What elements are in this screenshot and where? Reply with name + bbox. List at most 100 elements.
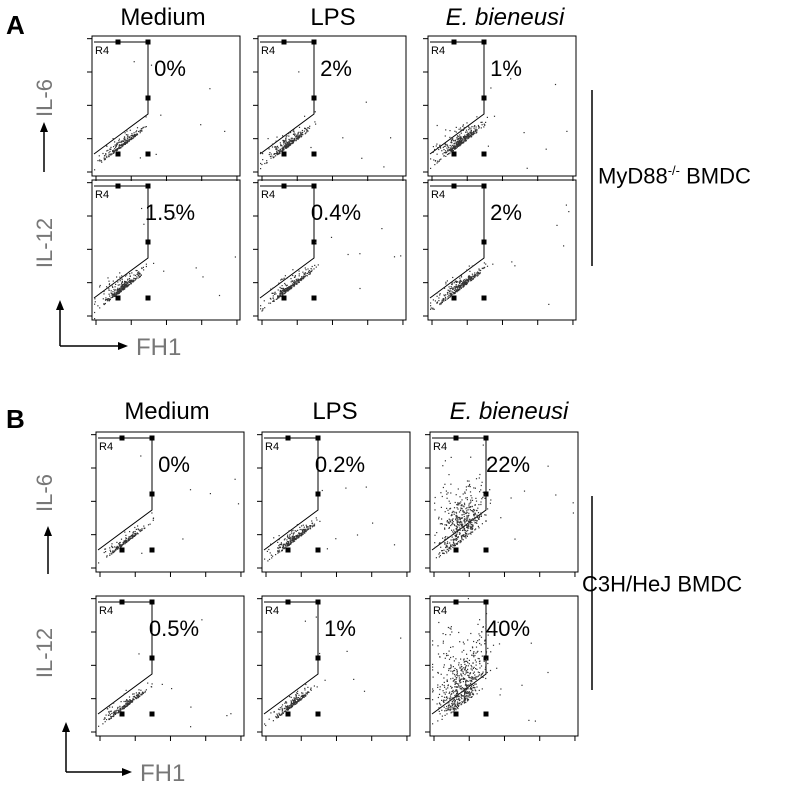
event-dot — [451, 703, 453, 705]
event-dot — [126, 703, 128, 705]
event-dot — [472, 510, 474, 512]
event-dot — [133, 693, 135, 695]
event-dot — [461, 701, 464, 703]
event-dot — [269, 297, 271, 299]
event-dot — [261, 310, 263, 312]
event-dot — [465, 281, 467, 283]
event-dot — [282, 545, 284, 547]
event-dot — [463, 649, 465, 651]
event-dot — [290, 143, 293, 145]
event-dot — [465, 533, 467, 535]
event-dot — [436, 153, 438, 155]
event-dot — [445, 710, 447, 712]
event-dot — [131, 279, 133, 281]
event-dot — [182, 538, 184, 540]
event-dot — [282, 546, 284, 548]
event-dot — [112, 138, 114, 140]
event-dot — [441, 301, 443, 303]
event-dot — [470, 136, 472, 138]
event-dot — [122, 289, 124, 291]
event-dot — [457, 540, 459, 543]
event-dot — [139, 695, 141, 697]
event-dot — [102, 152, 104, 155]
event-dot — [461, 499, 463, 501]
event-dot — [149, 523, 151, 525]
event-dot — [302, 271, 304, 273]
event-dot — [290, 287, 292, 289]
event-dot — [449, 147, 451, 149]
event-dot — [450, 646, 452, 648]
event-dot — [471, 279, 473, 282]
event-dot — [293, 285, 295, 288]
event-dot — [306, 692, 308, 694]
event-dot — [273, 292, 275, 294]
event-dot — [477, 650, 479, 652]
event-dot — [464, 684, 466, 686]
event-dot — [125, 286, 127, 288]
event-dot — [271, 292, 274, 294]
event-dot — [457, 704, 459, 707]
gate-handle — [285, 435, 291, 441]
percentage-label: 0.2% — [315, 452, 365, 477]
event-dot — [277, 289, 279, 291]
event-dot — [121, 707, 123, 709]
event-dot — [453, 513, 455, 515]
event-dot — [279, 151, 281, 153]
event-dot — [293, 141, 295, 143]
event-dot — [465, 695, 467, 697]
event-dot — [124, 136, 126, 138]
event-dot — [470, 687, 472, 689]
event-dot — [450, 664, 452, 666]
event-dot — [112, 551, 114, 553]
event-dot — [461, 517, 464, 519]
event-dot — [280, 542, 282, 544]
event-dot — [457, 488, 459, 490]
event-dot — [468, 129, 470, 131]
event-dot — [471, 696, 473, 698]
event-dot — [450, 520, 452, 522]
event-dot — [473, 520, 475, 522]
event-dot — [139, 132, 141, 134]
event-dot — [478, 661, 481, 663]
event-dot — [111, 153, 113, 155]
event-dot — [480, 121, 482, 123]
event-dot — [128, 700, 130, 702]
event-dot — [470, 499, 472, 501]
event-dot — [450, 706, 452, 708]
event-dot — [306, 527, 308, 529]
event-dot — [284, 275, 286, 277]
event-dot — [113, 149, 115, 151]
event-dot — [464, 699, 466, 701]
event-dot — [457, 683, 459, 685]
gate-handle — [145, 239, 151, 245]
event-dot — [458, 533, 461, 535]
event-dot — [234, 478, 236, 480]
event-dot — [455, 511, 457, 513]
event-dot — [468, 676, 470, 678]
event-dot — [464, 678, 466, 680]
event-dot — [479, 473, 481, 476]
event-dot — [456, 135, 459, 137]
event-dot — [476, 272, 478, 274]
event-dot — [468, 127, 470, 129]
event-dot — [470, 524, 472, 526]
event-dot — [487, 145, 489, 147]
event-dot — [457, 144, 459, 146]
event-dot — [127, 279, 129, 281]
event-dot — [285, 546, 287, 548]
event-dot — [288, 286, 290, 288]
event-dot — [119, 288, 121, 290]
event-dot — [471, 676, 473, 678]
event-dot — [485, 613, 488, 615]
event-dot — [466, 527, 469, 529]
event-dot — [492, 263, 494, 265]
event-dot — [472, 134, 474, 136]
event-dot — [106, 298, 108, 301]
event-dot — [451, 514, 453, 516]
event-dot — [473, 640, 475, 643]
event-dot — [304, 528, 306, 530]
event-dot — [307, 268, 309, 270]
event-dot — [126, 283, 128, 285]
event-dot — [466, 525, 468, 527]
event-dot — [482, 626, 484, 628]
